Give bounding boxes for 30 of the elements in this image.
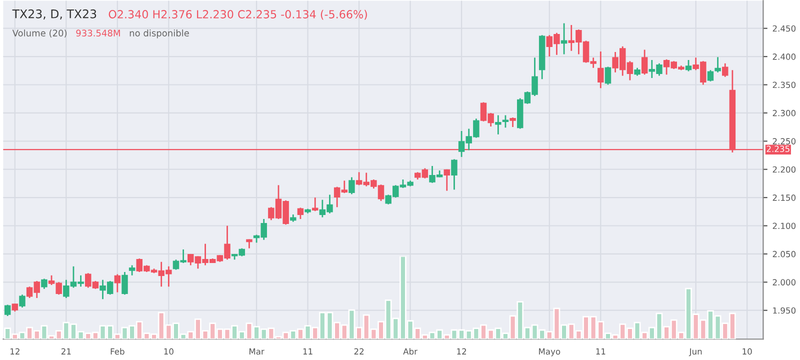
y-tick-label: 2.300 [772,110,796,116]
x-tick-label: 11 [303,348,312,354]
x-tick-label: 10 [164,348,174,355]
annotation: Volume (20) [12,29,67,38]
y-tick-label: 2.000 [772,279,796,286]
annotation: 933.548M [76,30,120,36]
x-tick-label: 12 [10,348,20,354]
y-tick-label: 2.200 [772,166,796,173]
y-tick-label: 2.150 [772,194,796,201]
x-tick-label: Mayo [539,348,560,356]
y-tick-label: 2.400 [772,54,796,60]
annotation: no disponible [130,29,189,38]
ref-line-label: 2.235 [766,146,790,152]
y-tick-label: 2.450 [772,25,796,32]
text: TX23, D, TX23 [12,9,96,20]
x-tick-label: Feb [110,348,124,355]
x-tick-label: 11 [596,348,606,354]
x-tick-label: 21 [61,348,71,354]
y-tick-label: 2.050 [772,250,796,258]
y-tick-label: 1.950 [773,307,796,314]
x-tick-label: 10 [742,348,752,355]
x-tick-label: Jun [688,348,702,356]
x-tick-label: Mar [249,348,264,355]
x-tick-label: Abr [403,348,418,355]
y-tick-label: 2.250 [772,138,796,144]
y-tick-label: 2.350 [772,82,796,88]
x-tick-label: 22 [354,348,364,354]
text: O2.340 H2.376 L2.230 C2.235 -0.134 (-5.66%) [108,10,367,20]
x-tick-label: 12 [457,348,466,354]
y-tick-label: 2.100 [772,222,796,230]
